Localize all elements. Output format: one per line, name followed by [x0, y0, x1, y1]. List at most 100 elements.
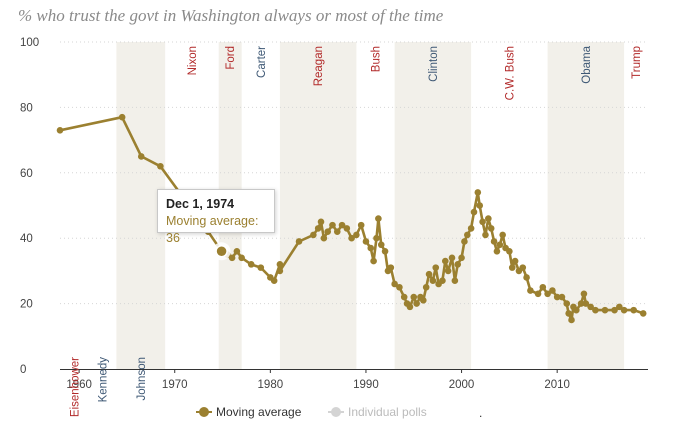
data-point-49[interactable]: [422, 283, 430, 291]
data-point-87[interactable]: [553, 293, 561, 301]
data-point-29[interactable]: [353, 231, 360, 239]
data-point-33[interactable]: [370, 257, 377, 265]
data-point-99[interactable]: [601, 306, 609, 314]
data-point-68[interactable]: [482, 231, 489, 239]
data-point-96[interactable]: [582, 300, 590, 307]
data-point-55[interactable]: [442, 257, 449, 265]
data-point-9[interactable]: [228, 254, 236, 262]
data-point-28[interactable]: [348, 234, 355, 242]
data-point-34[interactable]: [373, 234, 380, 242]
data-point-22[interactable]: [320, 234, 328, 242]
data-point-84[interactable]: [539, 283, 547, 291]
legend-extra: .: [479, 406, 483, 420]
data-point-82[interactable]: [527, 287, 534, 294]
data-point-20[interactable]: [314, 225, 322, 232]
data-point-23[interactable]: [324, 228, 332, 235]
data-point-19[interactable]: [310, 231, 317, 239]
data-point-41[interactable]: [396, 283, 403, 291]
tooltip-date: Dec 1, 1974: [166, 197, 235, 211]
data-point-26[interactable]: [338, 221, 346, 229]
data-point-57[interactable]: [448, 254, 456, 262]
data-point-83[interactable]: [534, 290, 542, 298]
data-point-12[interactable]: [247, 261, 255, 268]
data-point-67[interactable]: [479, 218, 486, 226]
data-point-100[interactable]: [611, 306, 618, 314]
data-point-39[interactable]: [387, 264, 395, 271]
data-point-3[interactable]: [157, 162, 164, 170]
data-point-42[interactable]: [400, 293, 408, 301]
data-point-81[interactable]: [523, 274, 530, 281]
data-point-54[interactable]: [439, 277, 446, 285]
data-point-1[interactable]: [118, 113, 126, 121]
data-point-77[interactable]: [508, 264, 516, 271]
data-point-62[interactable]: [463, 231, 471, 239]
data-point-17[interactable]: [276, 267, 284, 275]
data-point-32[interactable]: [367, 244, 375, 252]
data-point-11[interactable]: [238, 254, 245, 262]
y-tick-label-60: 60: [20, 168, 33, 180]
data-point-103[interactable]: [630, 306, 637, 314]
data-point-72[interactable]: [493, 247, 501, 255]
data-point-73[interactable]: [496, 241, 504, 249]
x-tick-label-1990: 1990: [353, 379, 379, 391]
legend-item-individual-polls[interactable]: Individual polls: [328, 404, 427, 419]
data-point-15[interactable]: [270, 277, 278, 285]
data-point-102[interactable]: [620, 306, 628, 314]
data-point-64[interactable]: [470, 208, 478, 216]
data-point-37[interactable]: [381, 247, 389, 255]
data-point-36[interactable]: [377, 241, 385, 249]
data-point-61[interactable]: [461, 238, 468, 245]
data-point-56[interactable]: [444, 267, 452, 275]
data-point-66[interactable]: [476, 202, 484, 209]
data-point-2[interactable]: [137, 153, 145, 160]
data-point-45[interactable]: [410, 293, 418, 301]
data-point-10[interactable]: [233, 247, 241, 255]
highlight-point[interactable]: [215, 245, 228, 258]
data-point-46[interactable]: [413, 300, 420, 307]
data-point-80[interactable]: [519, 264, 527, 271]
data-point-50[interactable]: [425, 270, 433, 278]
data-point-69[interactable]: [485, 215, 492, 222]
data-point-70[interactable]: [487, 225, 495, 232]
data-point-88[interactable]: [558, 293, 566, 301]
data-point-21[interactable]: [317, 218, 325, 226]
y-tick-label-0: 0: [20, 364, 26, 376]
data-point-85[interactable]: [544, 290, 551, 298]
data-point-78[interactable]: [511, 257, 519, 265]
data-point-76[interactable]: [506, 247, 513, 255]
data-point-13[interactable]: [257, 264, 265, 271]
data-point-63[interactable]: [467, 225, 475, 232]
data-point-101[interactable]: [616, 303, 623, 311]
data-point-90[interactable]: [565, 310, 572, 317]
data-point-71[interactable]: [490, 238, 498, 245]
data-point-74[interactable]: [499, 231, 506, 239]
data-point-59[interactable]: [454, 261, 462, 268]
data-point-48[interactable]: [420, 297, 427, 304]
data-point-24[interactable]: [329, 221, 336, 229]
data-point-98[interactable]: [592, 306, 599, 314]
data-point-30[interactable]: [357, 221, 365, 229]
data-point-104[interactable]: [639, 310, 647, 317]
data-point-86[interactable]: [549, 287, 556, 294]
data-point-52[interactable]: [432, 264, 440, 271]
data-point-44[interactable]: [406, 303, 414, 311]
data-point-18[interactable]: [295, 238, 303, 245]
data-point-31[interactable]: [362, 238, 370, 245]
data-point-51[interactable]: [429, 277, 437, 285]
data-point-16[interactable]: [276, 261, 284, 268]
data-point-94[interactable]: [577, 300, 585, 307]
data-point-97[interactable]: [587, 303, 594, 311]
data-point-40[interactable]: [391, 280, 398, 288]
data-point-58[interactable]: [451, 277, 459, 285]
legend-item-moving-average[interactable]: Moving average: [196, 404, 301, 419]
data-point-93[interactable]: [572, 306, 580, 314]
data-point-95[interactable]: [580, 290, 588, 298]
data-point-27[interactable]: [343, 225, 351, 232]
data-point-35[interactable]: [375, 215, 382, 222]
data-point-91[interactable]: [568, 316, 575, 324]
data-point-89[interactable]: [563, 300, 571, 307]
data-point-0[interactable]: [56, 126, 64, 134]
data-point-65[interactable]: [474, 189, 482, 196]
data-point-60[interactable]: [458, 254, 465, 262]
data-point-25[interactable]: [333, 228, 341, 235]
